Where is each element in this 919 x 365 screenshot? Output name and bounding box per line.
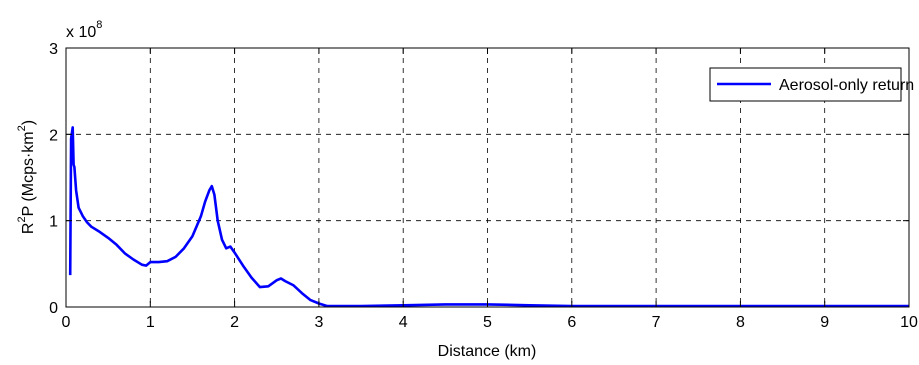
legend-box: [709, 67, 902, 102]
y-tick-label: 0: [49, 300, 58, 317]
y-label-base: R: [20, 223, 37, 235]
y-tick-labels: 0 1 2 3: [49, 41, 58, 317]
x-tick-label: 2: [230, 314, 239, 331]
x-tick-label: 10: [900, 314, 918, 331]
x-tick-label: 5: [483, 314, 492, 331]
x-tick-label: 8: [736, 314, 745, 331]
y-exponent-prefix: x 10: [66, 24, 96, 41]
y-tick-label: 1: [49, 214, 58, 231]
axis-ticks: [65, 47, 910, 308]
legend-entry-aerosol: Aerosol-only return: [779, 77, 914, 94]
series-line-aerosol: [68, 126, 909, 308]
x-tick-label: 3: [314, 314, 323, 331]
x-tick-label: 4: [399, 314, 408, 331]
legend: Aerosol-only return: [709, 67, 914, 102]
x-tick-label: 0: [62, 314, 71, 331]
x-tick-label: 9: [820, 314, 829, 331]
y-exponent: x 108: [66, 19, 102, 41]
y-label-mid: P (Mcps·km: [20, 131, 37, 216]
y-axis-label: R2P (Mcps·km2): [16, 120, 37, 234]
x-tick-label: 6: [567, 314, 576, 331]
y-label-end: ): [20, 120, 37, 125]
x-tick-label: 1: [146, 314, 155, 331]
x-axis-label: Distance (km): [438, 343, 537, 360]
x-tick-labels: 0 1 2 3 4 5 6 7 8 9 10: [62, 314, 918, 331]
y-tick-label: 3: [49, 41, 58, 58]
y-tick-label: 2: [49, 127, 58, 144]
y-label-sup2: 2: [16, 125, 28, 131]
x-tick-label: 7: [652, 314, 661, 331]
y-label-sup1: 2: [16, 216, 28, 222]
y-exponent-power: 8: [96, 19, 102, 31]
data-series: [68, 126, 909, 308]
